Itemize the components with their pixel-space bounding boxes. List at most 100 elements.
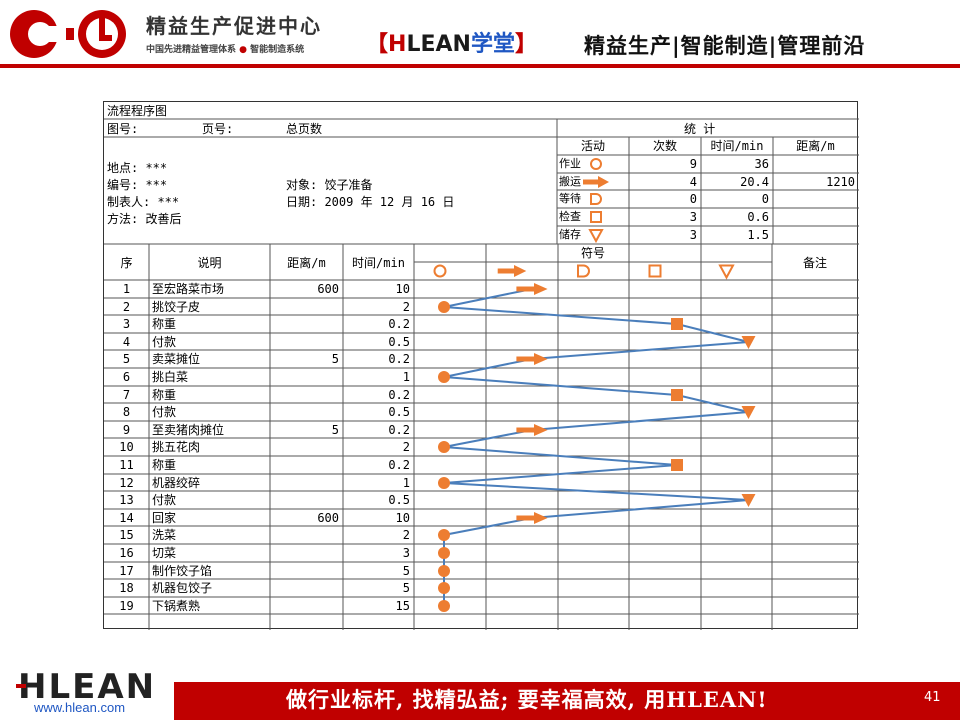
step-desc-15: 洗菜 <box>152 528 177 542</box>
stats-title: 统 计 <box>684 122 716 136</box>
brand-sub-dot: ● <box>239 45 248 55</box>
step-16-circle-icon <box>438 547 450 559</box>
step-seq-10: 10 <box>119 440 134 454</box>
step-seq-1: 1 <box>122 282 131 296</box>
footer-logo-text: HLEAN <box>18 668 156 702</box>
stats-symbol-arrow-icon <box>583 176 609 188</box>
step-time-4: 0.5 <box>388 335 410 349</box>
step-time-9: 0.2 <box>388 423 410 437</box>
col-symbols-header: 符号 <box>580 246 605 260</box>
step-seq-13: 13 <box>119 493 134 507</box>
step-2-circle-icon <box>438 301 450 313</box>
step-desc-1: 至宏路菜市场 <box>152 282 225 296</box>
step-19-circle-icon <box>438 600 450 612</box>
step-seq-18: 18 <box>119 581 134 595</box>
stats-time-0: 36 <box>754 157 769 171</box>
step-15-circle-icon <box>438 529 450 541</box>
step-5-arrow-icon <box>516 353 548 365</box>
step-seq-4: 4 <box>122 335 131 349</box>
step-dist-9: 5 <box>331 423 339 437</box>
step-seq-6: 6 <box>122 370 131 384</box>
step-seq-15: 15 <box>119 528 134 542</box>
stats-activity-2: 等待 <box>559 192 581 205</box>
footer-url[interactable]: www.hlean.com <box>34 700 126 715</box>
step-time-14: 10 <box>395 511 410 525</box>
step-seq-3: 3 <box>122 317 131 331</box>
step-seq-19: 19 <box>119 599 134 613</box>
stats-activity-3: 检查 <box>559 210 581 223</box>
brand-subtitle: 中国先进精益管理体系 ● 智能制造系统 <box>146 42 304 55</box>
col-desc-header: 说明 <box>197 256 222 270</box>
step-desc-18: 机器包饺子 <box>152 581 213 595</box>
form-title: 流程程序图 <box>107 104 168 118</box>
step-12-circle-icon <box>438 477 450 489</box>
step-seq-5: 5 <box>122 352 131 366</box>
stats-count-1: 4 <box>689 175 697 189</box>
step-desc-12: 机器绞碎 <box>152 476 201 490</box>
stats-count-2: 0 <box>689 192 697 206</box>
stats-count-4: 3 <box>689 228 697 242</box>
stats-count-0: 9 <box>689 157 697 171</box>
stats-symbol-triangle-icon <box>588 229 604 244</box>
label-tuhao: 图号: <box>107 122 139 136</box>
symbol-header-arrow-icon <box>497 265 527 277</box>
form-graphics <box>104 118 859 630</box>
footer-bar <box>174 682 960 720</box>
step-desc-10: 挑五花肉 <box>152 440 201 454</box>
step-9-arrow-icon <box>516 424 548 436</box>
brand-logo-icon <box>10 10 126 58</box>
stats-time-4: 1.5 <box>747 228 769 242</box>
tag-lean: LEAN <box>406 32 471 57</box>
step-seq-12: 12 <box>119 476 134 490</box>
step-time-15: 2 <box>402 528 410 542</box>
step-time-11: 0.2 <box>388 458 410 472</box>
stats-header-count: 次数 <box>652 139 677 153</box>
stats-activity-1: 搬运 <box>559 175 581 188</box>
header-slogan: 精益生产|智能制造|管理前沿 <box>584 34 866 58</box>
stats-symbol-d-shape-icon <box>590 193 602 205</box>
step-4-triangle-icon <box>741 336 756 349</box>
step-1-arrow-icon <box>516 283 548 295</box>
col-note-header: 备注 <box>802 256 827 270</box>
stats-symbol-square-icon <box>590 211 602 223</box>
step-11-square-icon <box>671 459 683 471</box>
step-desc-9: 至卖猪肉摊位 <box>152 423 225 437</box>
step-desc-17: 制作饺子馅 <box>152 564 213 578</box>
stats-time-2: 0 <box>761 192 769 206</box>
stats-distance-1: 1210 <box>826 175 855 189</box>
label-fangfa: 方法: 改善后 <box>107 212 182 226</box>
tag-close-bracket: 】 <box>514 32 537 57</box>
stats-symbol-circle-icon <box>590 158 602 170</box>
step-desc-19: 下锅煮熟 <box>152 599 201 613</box>
label-bianhao: 编号: *** <box>107 178 168 192</box>
step-3-square-icon <box>671 318 683 330</box>
step-13-triangle-icon <box>741 494 756 507</box>
step-dist-1: 600 <box>317 282 339 296</box>
label-zongyeshu: 总页数 <box>286 122 323 136</box>
step-desc-8: 付款 <box>152 405 177 419</box>
step-7-square-icon <box>671 389 683 401</box>
stats-header-activity: 活动 <box>580 139 605 153</box>
step-time-7: 0.2 <box>388 388 410 402</box>
step-desc-7: 称重 <box>152 388 177 402</box>
symbol-header-triangle-icon <box>718 264 735 280</box>
step-time-18: 5 <box>402 581 410 595</box>
step-time-12: 1 <box>402 476 410 490</box>
step-seq-16: 16 <box>119 546 134 560</box>
step-seq-2: 2 <box>122 300 131 314</box>
step-time-13: 0.5 <box>388 493 410 507</box>
step-18-circle-icon <box>438 582 450 594</box>
symbol-header-d-shape-icon <box>577 264 590 278</box>
step-desc-6: 挑白菜 <box>152 370 189 384</box>
tag-h: H <box>388 32 407 57</box>
step-seq-17: 17 <box>119 564 134 578</box>
flow-process-chart: 流程程序图 图号: 页号: 总页数 地点: *** 编号: *** 制表人: *… <box>103 101 859 630</box>
step-time-10: 2 <box>402 440 410 454</box>
step-desc-2: 挑饺子皮 <box>152 300 201 314</box>
step-6-circle-icon <box>438 371 450 383</box>
label-zhibiaoren: 制表人: *** <box>107 195 180 209</box>
step-dist-14: 600 <box>317 511 339 525</box>
hlean-footer-logo-icon: HLEAN <box>16 668 156 702</box>
step-10-circle-icon <box>438 441 450 453</box>
step-seq-8: 8 <box>122 405 131 419</box>
